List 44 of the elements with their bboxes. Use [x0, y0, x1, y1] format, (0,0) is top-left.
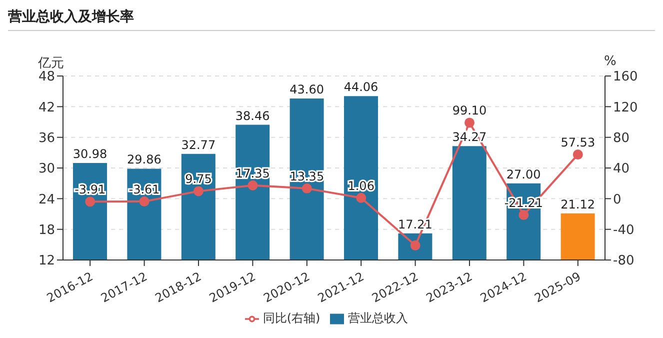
- y-tick-label: 36: [38, 130, 55, 146]
- y2-tick-label: -40: [613, 222, 634, 238]
- y-tick-label: 42: [38, 100, 55, 116]
- data-label: 9.75: [185, 172, 212, 186]
- point: [464, 118, 474, 128]
- point: [302, 183, 312, 194]
- legend-label: 营业总收入: [348, 311, 408, 325]
- y2-tick-label: -80: [613, 254, 634, 269]
- data-label: 29.86: [127, 152, 162, 167]
- y2-axis-title: %: [604, 54, 616, 69]
- y-tick-label: 18: [38, 222, 55, 238]
- data-label: 99.10: [452, 104, 487, 118]
- y-tick-label: 24: [38, 192, 55, 208]
- data-label: 57.53: [560, 136, 596, 150]
- data-label: 32.77: [181, 138, 216, 152]
- point: [194, 186, 204, 196]
- y2-tick-label: 40: [613, 162, 630, 177]
- point: [518, 210, 529, 220]
- data-label: -3.61: [128, 182, 160, 196]
- y2-tick-label: 0: [613, 192, 622, 208]
- data-label: 38.46: [235, 108, 270, 123]
- point: [356, 192, 366, 203]
- legend-label: 同比(右轴): [262, 311, 320, 325]
- y-axis-title: 亿元: [38, 55, 64, 71]
- y-tick-label: 12: [38, 254, 55, 269]
- data-label: 21.12: [560, 197, 595, 212]
- y-tick-label: 30: [38, 162, 55, 177]
- data-label: -3.91: [74, 182, 106, 197]
- chart-title: 营业总收入及增长率: [8, 8, 655, 31]
- data-label: 27.00: [506, 167, 541, 182]
- point: [139, 196, 150, 206]
- point: [248, 180, 258, 190]
- data-label: 44.06: [344, 80, 378, 94]
- data-label: 30.98: [72, 146, 108, 161]
- data-label: 17.35: [236, 166, 270, 180]
- point: [572, 150, 583, 160]
- y2-tick-label: 160: [613, 70, 638, 85]
- y2-tick-label: 120: [613, 100, 638, 116]
- data-label: 1.06: [348, 178, 374, 193]
- point: [85, 196, 96, 207]
- data-label: 13.35: [290, 169, 324, 184]
- y2-tick-label: 80: [613, 130, 630, 146]
- y-tick-label: 48: [38, 70, 55, 85]
- data-label: 43.60: [290, 82, 324, 96]
